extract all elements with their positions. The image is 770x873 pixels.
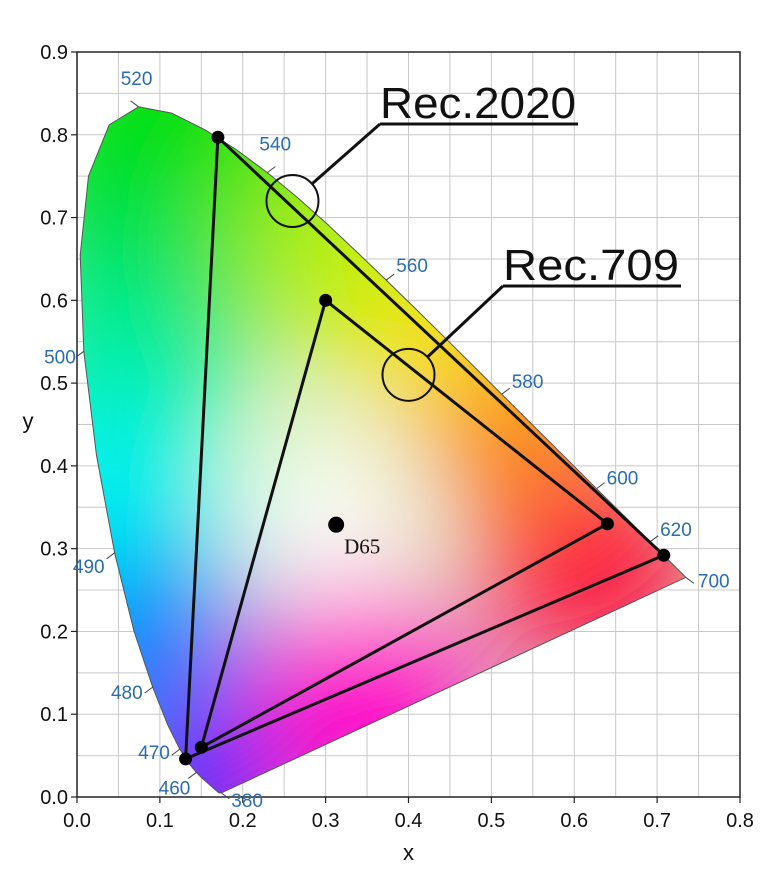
wavelength-label: 700 (698, 571, 730, 592)
wavelength-label: 620 (660, 520, 692, 541)
wavelength-tick (130, 100, 139, 108)
callout-circle (265, 174, 320, 228)
wavelength-label: 600 (607, 469, 639, 490)
y-tick-label: 0.8 (40, 125, 68, 147)
x-tick-label: 0.6 (560, 810, 588, 832)
wavelength-label: 560 (396, 256, 428, 277)
wavelength-labels: 380 460 470 480 490 500 520 540 560 580 600 620 700 (44, 69, 729, 812)
white-point: D65 (328, 516, 380, 559)
wavelength-label: 500 (44, 347, 76, 368)
x-tick-label: 0.2 (229, 810, 257, 832)
gamut-vertex (179, 752, 193, 766)
wavelength-tick (649, 535, 659, 543)
wavelength-label: 580 (512, 372, 544, 393)
fill-magenta-blob (240, 580, 480, 794)
gamut-callouts: Rec.2020 Rec.709 (265, 79, 681, 402)
y-tick-label: 0.2 (40, 621, 68, 643)
x-tick-label: 0.7 (643, 810, 671, 832)
gamut-triangles (179, 130, 671, 766)
wavelength-label: 460 (159, 778, 191, 799)
wavelength-label: 470 (138, 743, 170, 764)
wavelength-tick (266, 166, 276, 174)
wavelength-tick (171, 748, 181, 756)
wavelength-tick (385, 273, 395, 281)
callout-label: Rec.2020 (380, 79, 576, 128)
x-tick-label: 0.5 (477, 810, 505, 832)
y-tick-label: 0.1 (40, 704, 68, 726)
wavelength-tick (144, 686, 153, 694)
gamut-vertex (211, 130, 225, 144)
wavelength-label: 520 (121, 69, 153, 90)
y-axis-label: y (23, 409, 34, 434)
wavelength-tick (75, 350, 85, 358)
wavelength-label: 480 (111, 683, 143, 704)
wavelength-tick (596, 482, 605, 490)
wavelength-tick (685, 576, 695, 584)
y-tick-label: 0.9 (40, 42, 68, 64)
gamut-vertex (319, 293, 333, 307)
wavelength-tick (220, 792, 230, 800)
y-tick-label: 0.4 (40, 456, 68, 478)
callout-label: Rec.709 (503, 241, 679, 290)
y-tick-label: 0.3 (40, 539, 68, 561)
y-tick-label: 0.5 (40, 373, 68, 395)
gamut-vertex (657, 548, 671, 562)
x-axis-label: x (403, 840, 414, 865)
axis-ticks: 0.0 0.1 0.2 0.3 0.4 0.5 0.6 0.7 0.8 0.0 0.1 0.2 0.3 0… (40, 42, 754, 832)
x-tick-label: 0.4 (395, 810, 423, 832)
wavelength-tick (501, 387, 511, 395)
wavelength-tick (106, 552, 115, 560)
fill-yellowgreen-blob (240, 160, 420, 340)
wavelength-tick (188, 772, 197, 779)
x-tick-label: 0.0 (63, 810, 91, 832)
spectral-locus-outline (79, 106, 687, 794)
y-tick-label: 0.0 (40, 787, 68, 809)
wavelength-label: 490 (73, 557, 105, 578)
callout-leader (311, 122, 381, 185)
x-tick-label: 0.1 (146, 810, 174, 832)
white-point-marker (328, 516, 345, 533)
x-tick-label: 0.8 (726, 810, 754, 832)
white-point-label: D65 (344, 535, 380, 559)
callout-circle (381, 347, 436, 402)
gamut-vertex (600, 517, 614, 531)
y-tick-label: 0.7 (40, 208, 68, 230)
callout-leader (426, 284, 505, 359)
wavelength-label: 540 (259, 135, 291, 156)
gamut-triangle (199, 298, 609, 749)
gamut-vertex (194, 740, 208, 754)
x-tick-label: 0.3 (312, 810, 340, 832)
wavelength-label: 380 (231, 791, 263, 812)
y-tick-label: 0.6 (40, 290, 68, 312)
